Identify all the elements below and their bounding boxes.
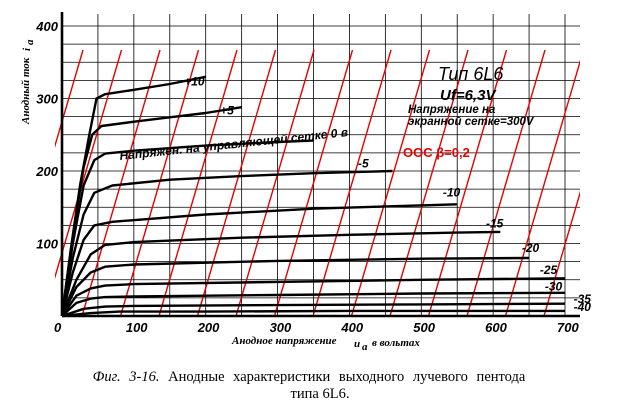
x-tick-label: 500	[413, 320, 435, 335]
curve--25	[61, 277, 566, 317]
y-axis-subscript: a	[24, 39, 36, 45]
feedback-line	[504, 59, 580, 316]
curve-label: -25	[540, 263, 558, 277]
tube-type: Тип 6L6	[438, 64, 504, 84]
caption-line2: типа 6L6.	[290, 386, 350, 402]
curve--35	[61, 302, 566, 318]
y-tick-label: 300	[36, 92, 58, 107]
curve-+5	[60, 106, 242, 317]
caption-text: Анодные характеристики выходного лучевог…	[168, 369, 526, 385]
x-tick-label: 0	[54, 320, 62, 335]
feedback-line	[119, 49, 200, 316]
curve-label: -35	[574, 292, 592, 306]
x-tick-label: 100	[126, 320, 148, 335]
screen-voltage-value: экранной сетке=300V	[408, 116, 535, 128]
feedback-line	[427, 49, 508, 316]
feedback-line	[196, 49, 277, 316]
feedback-line	[543, 190, 580, 316]
axes: 0 100 200 300 400 500 600 700 100 200 300 400	[35, 12, 580, 335]
curve--30	[61, 291, 566, 317]
zero-grid-voltage-label: Напряжен. на управляющей сетке 0 в	[119, 125, 349, 163]
y-tick-label: 200	[35, 164, 58, 179]
curve-label: -10	[443, 185, 461, 199]
feedback-line	[235, 49, 315, 316]
y-axis-title: Анодный ток i a	[20, 39, 36, 125]
curve-label: -20	[522, 241, 540, 255]
x-tick-label: 300	[270, 320, 292, 335]
curve--20	[60, 256, 530, 317]
feedback-line	[389, 49, 469, 316]
x-tick-label: 400	[340, 320, 363, 335]
curve--5	[60, 169, 393, 317]
x-tick-label: 600	[485, 320, 507, 335]
feedback-line	[466, 49, 546, 316]
curve-label: +5	[220, 103, 234, 117]
x-tick-label: 700	[557, 320, 579, 335]
curve-label: -40	[574, 300, 592, 314]
y-tick-label: 400	[35, 19, 58, 34]
feedback-line	[273, 49, 354, 316]
feedback-annotation: ООС β=0,2	[403, 145, 470, 160]
tube-info: Тип 6L6 Uf=6,3V Напряжение на экранной с…	[408, 64, 535, 128]
x-axis-unit: в вольтах	[372, 337, 420, 349]
x-axis-symbol: u	[354, 338, 360, 350]
feedback-line	[312, 49, 392, 316]
curve-label: -30	[545, 280, 563, 294]
feedback-line	[158, 49, 238, 316]
filament-voltage: Uf=6,3V	[440, 87, 497, 104]
grid	[61, 14, 580, 317]
curve-labels: +10 +5 -5 -10 -15 -20-25 -30 -35-40	[184, 74, 591, 313]
curve--10	[60, 203, 458, 317]
y-axis-title-main: Анодный ток	[20, 57, 32, 125]
y-tick-label: 100	[36, 237, 58, 252]
y-axis-symbol: i	[21, 47, 33, 51]
x-axis-subscript: a	[362, 341, 368, 353]
x-tick-label: 200	[197, 320, 220, 335]
feedback-line	[350, 49, 431, 316]
feedback-line	[55, 49, 84, 148]
feedback-line	[55, 49, 123, 280]
curve--40	[61, 309, 565, 318]
curve-label: -15	[486, 217, 504, 231]
screen-voltage-label: Напряжение на	[408, 104, 496, 116]
feedback-line	[583, 50, 640, 316]
curve--15	[60, 230, 501, 317]
curve-0	[60, 139, 314, 317]
caption-figure-number: Фиг. 3-16.	[92, 369, 160, 385]
x-axis-title: Анодное напряжение u a в вольтах	[231, 335, 420, 353]
x-axis-title-main: Анодное напряжение	[231, 335, 337, 347]
figure-caption: Фиг. 3-16. Анодные характеристики выходн…	[0, 369, 640, 403]
curve-label: +10	[184, 74, 205, 88]
curves	[60, 75, 566, 318]
curve-label: -5	[358, 156, 369, 170]
anode-characteristics-chart: 0 100 200 300 400 500 600 700 100 200 300 400 +10 +5…	[20, 12, 640, 353]
